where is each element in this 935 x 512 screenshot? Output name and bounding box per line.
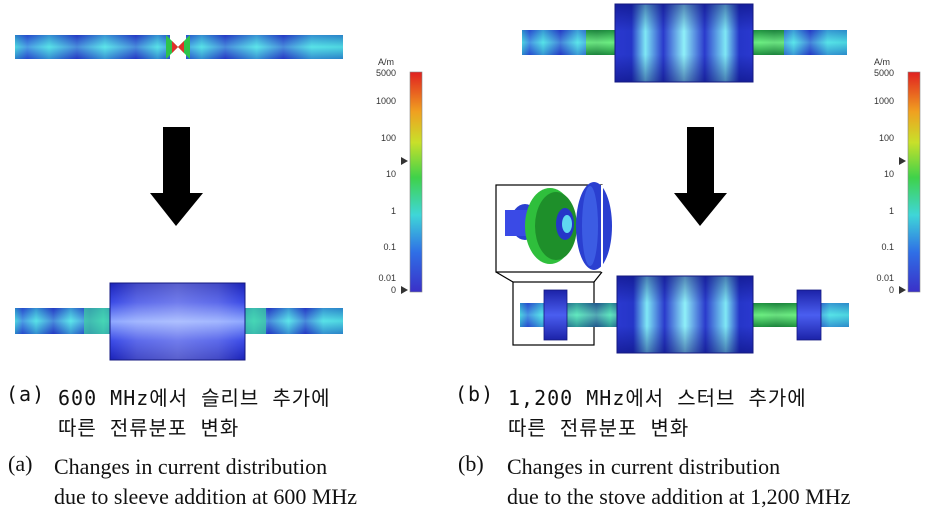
color-scale-bar	[907, 71, 921, 293]
legend-tick-label: 100	[878, 133, 894, 143]
caption-b-kr-line1: 1,200 MHz에서 스터브 추가에	[508, 386, 807, 410]
legend-tick-label: 1000	[873, 96, 894, 106]
legend-unit-a: A/m	[378, 57, 395, 67]
panel-b-color-scale	[899, 71, 921, 294]
stub-left	[543, 289, 568, 341]
legend-tick-label: 0	[888, 285, 894, 295]
caption-a-kr-label: (a)	[6, 382, 46, 406]
legend-tick-label: 1	[888, 206, 894, 216]
panel-a-down-arrow	[150, 127, 203, 226]
legend-tick-label: 0.01	[378, 273, 396, 283]
legend-tick-label: 0	[390, 285, 396, 295]
legend-tick-label: 1000	[375, 96, 396, 106]
legend-tick-label: 10	[385, 169, 396, 179]
color-scale-bar	[409, 71, 423, 293]
caption-a-kr-line2: 따른 전류분포 변화	[58, 416, 240, 440]
panel-b-zoom-inset	[495, 182, 612, 346]
caption-a-en-line1: Changes in current distribution	[54, 454, 328, 479]
legend-tick-label: 100	[380, 133, 396, 143]
caption-a-kr-line1: 600 MHz에서 슬리브 추가에	[58, 386, 331, 410]
legend-tick-label: 5000	[873, 68, 894, 78]
legend-unit-b: A/m	[874, 57, 891, 67]
panel-a-dipole-top	[15, 35, 343, 59]
caption-b-en-label: (b)	[458, 451, 484, 476]
caption-b-en-line1: Changes in current distribution	[507, 454, 781, 479]
panel-b-stub-dipole	[520, 275, 849, 354]
caption-b-en-line2: due to the stove addition at 1,200 MHz	[507, 484, 851, 509]
legend-tick-label: 1	[390, 206, 396, 216]
legend-tick-label: 0.1	[383, 242, 396, 252]
scale-pointer-icon	[401, 157, 408, 165]
panel-b-dipole-top	[522, 3, 847, 83]
legend-tick-label: 0.1	[881, 242, 894, 252]
legend-tick-label: 5000	[375, 68, 396, 78]
scale-pointer-icon	[899, 157, 906, 165]
caption-b-kr-line2: 따른 전류분포 변화	[508, 416, 690, 440]
panel-a-sleeve-dipole	[15, 282, 343, 361]
panel-a-color-scale	[401, 71, 423, 294]
caption-a-en-line2: due to sleeve addition at 600 MHz	[54, 484, 358, 509]
legend-tick-label: 10	[883, 169, 894, 179]
legend-tick-label: 0.01	[876, 273, 894, 283]
caption-b-kr-label: (b)	[455, 382, 495, 406]
panel-b-down-arrow	[674, 127, 727, 226]
stub-right	[796, 289, 822, 341]
caption-a-en-label: (a)	[8, 451, 33, 476]
